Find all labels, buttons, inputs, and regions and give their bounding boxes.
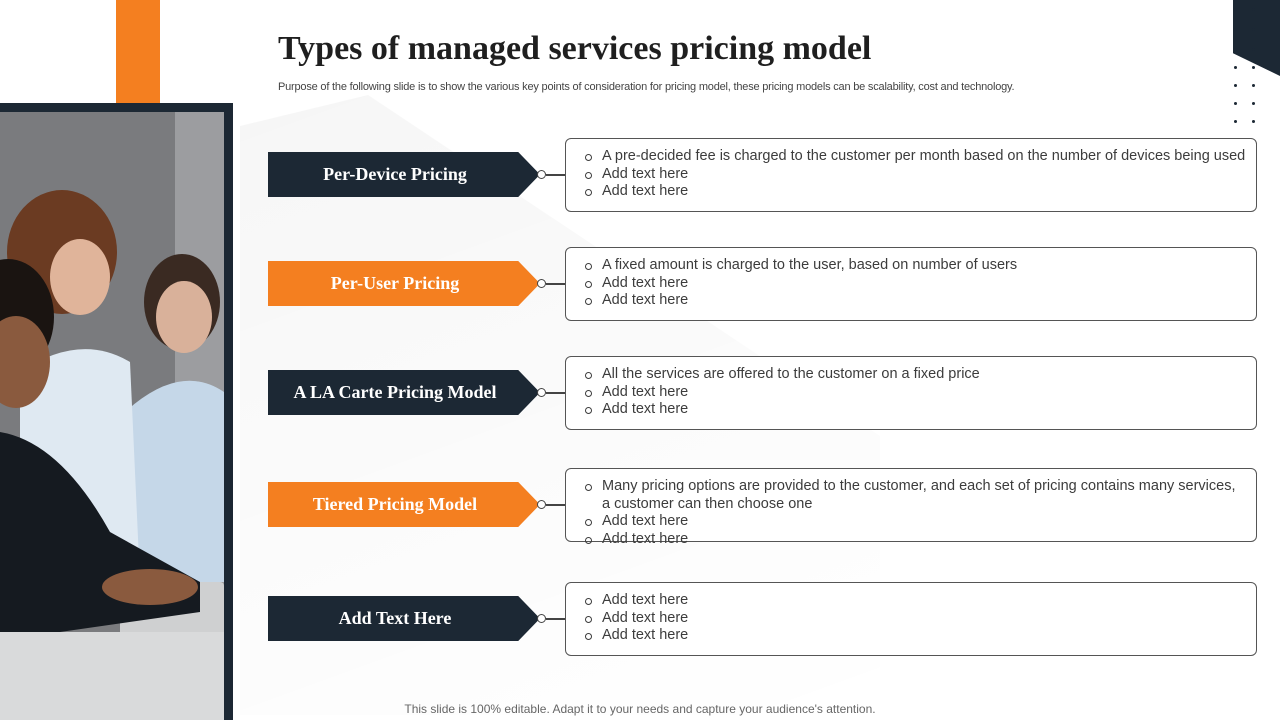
connector-node: [537, 279, 546, 288]
bullet-item: Add text here: [566, 275, 1246, 293]
decorative-dots: [1230, 4, 1270, 126]
connector-node: [537, 388, 546, 397]
bullet-item: All the services are offered to the cust…: [566, 366, 1246, 384]
connector-node: [537, 614, 546, 623]
connector-line: [546, 174, 566, 176]
bullet-item: Add text here: [566, 531, 1246, 549]
team-photo: [0, 112, 224, 720]
footer-note: This slide is 100% editable. Adapt it to…: [0, 702, 1280, 716]
bullet-item: Add text here: [566, 401, 1246, 419]
orange-accent-bar: [116, 0, 160, 103]
bullet-item: A fixed amount is charged to the user, b…: [566, 257, 1246, 275]
bullet-item: Add text here: [566, 384, 1246, 402]
bullet-item: Add text here: [566, 627, 1246, 645]
tag-tiered-pricing: Tiered Pricing Model: [268, 482, 540, 527]
details-box-a-la-carte: All the services are offered to the cust…: [565, 356, 1257, 430]
connector-line: [546, 283, 566, 285]
connector-node: [537, 500, 546, 509]
tag-a-la-carte-pricing: A LA Carte Pricing Model: [268, 370, 540, 415]
connector-node: [537, 170, 546, 179]
details-box-per-device: A pre-decided fee is charged to the cust…: [565, 138, 1257, 212]
bullet-item: Add text here: [566, 183, 1246, 201]
bullet-item: Add text here: [566, 513, 1246, 531]
bullet-item: Add text here: [566, 166, 1246, 184]
connector-line: [546, 618, 566, 620]
connector-line: [546, 504, 566, 506]
bullet-item: Many pricing options are provided to the…: [566, 478, 1246, 513]
connector-line: [546, 392, 566, 394]
bullet-item: Add text here: [566, 292, 1246, 310]
photo-frame: [0, 103, 233, 720]
tag-per-user-pricing: Per-User Pricing: [268, 261, 540, 306]
bullet-item: A pre-decided fee is charged to the cust…: [566, 148, 1246, 166]
tag-add-text-here: Add Text Here: [268, 596, 540, 641]
page-title: Types of managed services pricing model: [278, 30, 872, 67]
tag-per-device-pricing: Per-Device Pricing: [268, 152, 540, 197]
bullet-item: Add text here: [566, 592, 1246, 610]
page-subtitle: Purpose of the following slide is to sho…: [278, 81, 1015, 93]
details-box-per-user: A fixed amount is charged to the user, b…: [565, 247, 1257, 321]
team-photo-illustration: [0, 112, 224, 720]
details-box-tiered: Many pricing options are provided to the…: [565, 468, 1257, 547]
bullet-item: Add text here: [566, 610, 1246, 628]
footer-text: This slide is 100% editable. Adapt it to…: [404, 702, 876, 716]
details-box-add-text: Add text here Add text here Add text her…: [565, 582, 1257, 656]
